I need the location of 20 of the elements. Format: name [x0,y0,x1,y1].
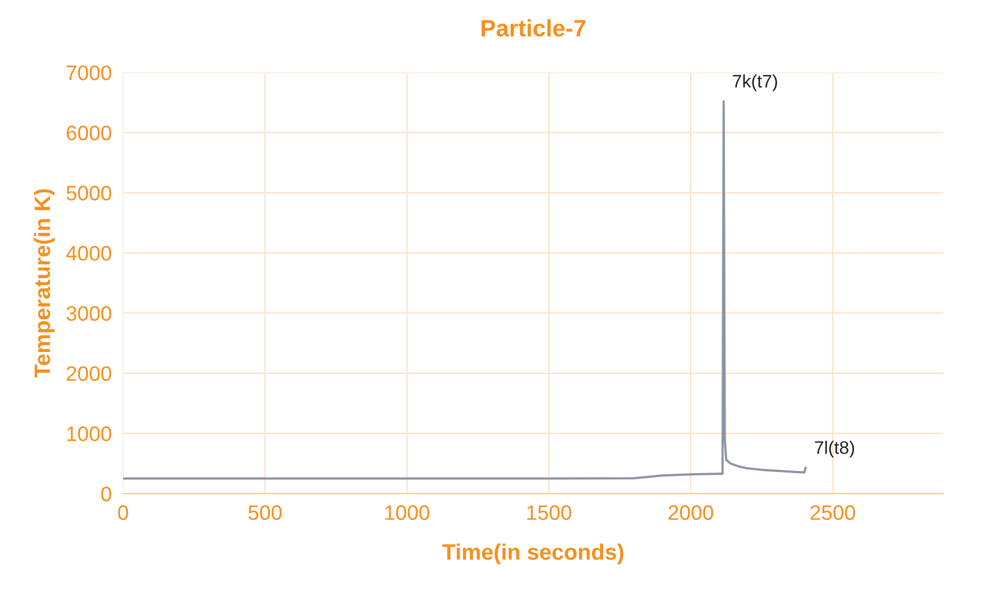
line-series [123,100,807,480]
y-axis-title: Temperature(in K) [34,189,55,378]
y-tick-label: 2000 [66,366,112,382]
x-tick-label: 1000 [385,505,430,520]
x-tick-label: 1500 [527,505,572,520]
x-tick-label: 0 [118,505,128,520]
x-tick-label: 500 [248,505,282,520]
annotation: 7k(t7) [732,74,778,92]
y-tick-label: 3000 [66,306,112,321]
chart-title: Particle-7 [482,19,586,37]
x-axis-title: Time(in seconds) [442,544,624,564]
y-tick-label: 0 [101,486,112,502]
x-tick-label: 2500 [810,505,856,520]
y-tick-label: 6000 [66,126,112,140]
annotation: 7l(t8) [814,440,854,458]
y-tick-label: 4000 [66,246,112,261]
y-tick-label: 1000 [67,426,112,442]
y-tick-label: 5000 [66,186,112,201]
y-tick-label: 7000 [66,65,112,80]
x-tick-label: 2000 [668,505,714,520]
